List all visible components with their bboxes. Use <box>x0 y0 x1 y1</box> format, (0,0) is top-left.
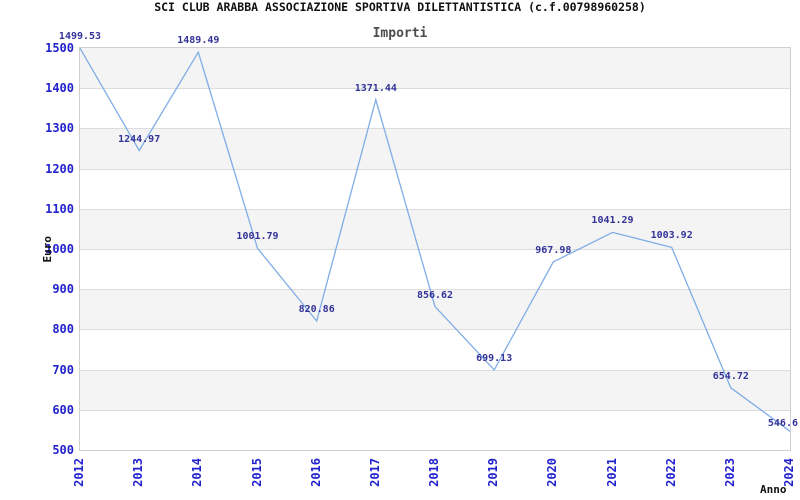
data-point-label: 699.13 <box>476 352 513 364</box>
grid-band <box>80 289 790 330</box>
data-point-label: 1041.29 <box>591 215 634 227</box>
grid-band <box>80 168 790 209</box>
grid-band <box>80 208 790 249</box>
chart-subtitle: Importi <box>372 26 428 41</box>
data-point-label: 1244.97 <box>118 133 161 145</box>
grid-band <box>80 249 790 290</box>
y-tick-label: 1000 <box>45 242 74 256</box>
x-tick-label: 2015 <box>249 458 264 487</box>
x-tick-label: 2014 <box>190 458 205 487</box>
data-point-label: 856.62 <box>416 289 454 301</box>
data-point-label: 1499.53 <box>58 31 102 43</box>
data-point-label: 1001.79 <box>236 231 279 243</box>
grid-band <box>80 409 790 450</box>
y-tick-label: 800 <box>52 322 74 337</box>
x-tick-label: 2012 <box>72 458 86 487</box>
y-tick-label: 1300 <box>45 121 74 136</box>
grid-band <box>80 329 790 370</box>
data-point-label: 1371.44 <box>354 82 397 94</box>
data-point-label: 967.98 <box>535 244 572 256</box>
grid-band <box>80 369 790 410</box>
x-tick-label: 2023 <box>722 458 737 487</box>
y-tick-label: 600 <box>52 402 74 417</box>
plot-area <box>79 47 791 451</box>
data-point-label: 820.86 <box>298 304 335 315</box>
y-tick-label: 1200 <box>45 161 74 176</box>
data-point-label: 1489.49 <box>177 35 220 47</box>
y-tick-label: 700 <box>52 362 74 377</box>
y-tick-label: 900 <box>52 282 74 297</box>
y-axis-title: Euro <box>41 236 54 263</box>
series-line <box>79 47 791 432</box>
x-tick-label: 2016 <box>308 458 323 487</box>
data-point-label: 546.6 <box>767 418 798 430</box>
x-tick-label: 2017 <box>367 458 382 487</box>
y-tick-label: 1500 <box>45 41 74 55</box>
data-point-label: 1003.92 <box>650 230 693 242</box>
grid-band <box>80 88 790 129</box>
y-tick-label: 500 <box>52 443 74 457</box>
x-tick-label: 2021 <box>604 458 619 487</box>
data-point-label: 654.72 <box>712 370 749 382</box>
y-tick-label: 1400 <box>45 81 74 96</box>
y-tick-label: 1100 <box>45 201 74 216</box>
chart-title: SCI CLUB ARABBA ASSOCIAZIONE SPORTIVA DI… <box>154 0 646 14</box>
grid-band <box>80 128 790 169</box>
x-tick-label: 2013 <box>131 458 146 487</box>
line-series <box>79 47 791 432</box>
grid-band <box>80 48 790 89</box>
x-axis-title: Anno <box>760 483 787 496</box>
x-tick-label: 2020 <box>545 458 560 487</box>
x-tick-label: 2022 <box>663 458 678 487</box>
x-tick-label: 2018 <box>427 458 441 487</box>
x-tick-label: 2019 <box>486 458 501 487</box>
